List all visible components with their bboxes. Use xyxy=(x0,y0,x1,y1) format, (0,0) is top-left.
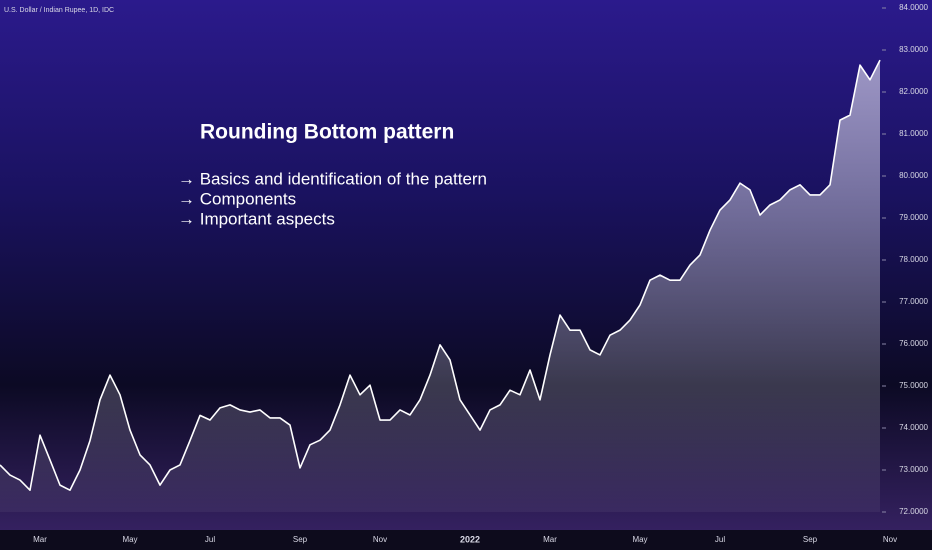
y-tick-label: 73.0000 xyxy=(899,465,928,474)
y-tick-label: 76.0000 xyxy=(899,339,928,348)
x-tick-label: Jul xyxy=(715,535,725,544)
y-tick-label: 72.0000 xyxy=(899,507,928,516)
y-tick-label: 81.0000 xyxy=(899,129,928,138)
x-tick-label: Sep xyxy=(293,535,308,544)
annotation-line: → Important aspects xyxy=(178,209,335,228)
x-tick-label: Mar xyxy=(543,535,557,544)
annotation-line: → Components xyxy=(178,189,296,208)
y-tick-label: 80.0000 xyxy=(899,171,928,180)
x-tick-label: Jul xyxy=(205,535,215,544)
y-tick-label: 84.0000 xyxy=(899,3,928,12)
annotation-title: Rounding Bottom pattern xyxy=(200,121,454,144)
y-tick-label: 82.0000 xyxy=(899,87,928,96)
x-tick-label: Nov xyxy=(373,535,387,544)
x-tick-label: Mar xyxy=(33,535,47,544)
x-tick-label: May xyxy=(122,535,137,544)
y-tick-label: 77.0000 xyxy=(899,297,928,306)
y-tick-label: 79.0000 xyxy=(899,213,928,222)
annotation-line: → Basics and identification of the patte… xyxy=(178,169,487,188)
chart-title: U.S. Dollar / Indian Rupee, 1D, IDC xyxy=(4,7,114,14)
y-tick-label: 75.0000 xyxy=(899,381,928,390)
price-line xyxy=(0,59,881,491)
x-tick-label: May xyxy=(632,535,647,544)
y-tick-label: 83.0000 xyxy=(899,45,928,54)
x-tick-label: Sep xyxy=(803,535,818,544)
x-tick-label: Nov xyxy=(883,535,897,544)
x-axis-strip xyxy=(0,530,932,550)
x-tick-label: 2022 xyxy=(460,534,480,544)
y-tick-label: 78.0000 xyxy=(899,255,928,264)
area-fill xyxy=(0,60,880,512)
y-tick-label: 74.0000 xyxy=(899,423,928,432)
